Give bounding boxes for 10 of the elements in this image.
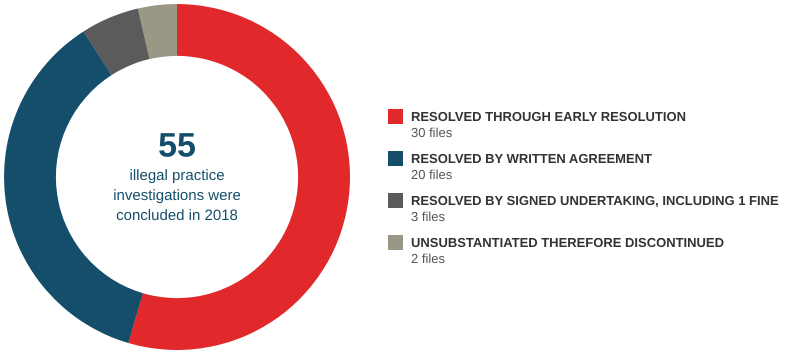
data-label: 30 files [411, 125, 454, 141]
data-label: 2 files [411, 251, 446, 267]
data-label: 3 files [411, 209, 446, 225]
data-label: 20 files [411, 167, 454, 183]
legend-label: RESOLVED BY WRITTEN AGREEMENT [411, 150, 652, 167]
legend-label: RESOLVED BY SIGNED UNDERTAKING, INCLUDING 1 FINE [411, 192, 779, 209]
legend-label: UNSUBSTANTIATED THEREFORE DISCONTINUED [411, 234, 724, 251]
legend-label: RESOLVED THROUGH EARLY RESOLUTION [411, 108, 686, 125]
text: 55 [158, 126, 196, 164]
text: illegal practice investigations were concluded in 2018 [113, 167, 241, 224]
